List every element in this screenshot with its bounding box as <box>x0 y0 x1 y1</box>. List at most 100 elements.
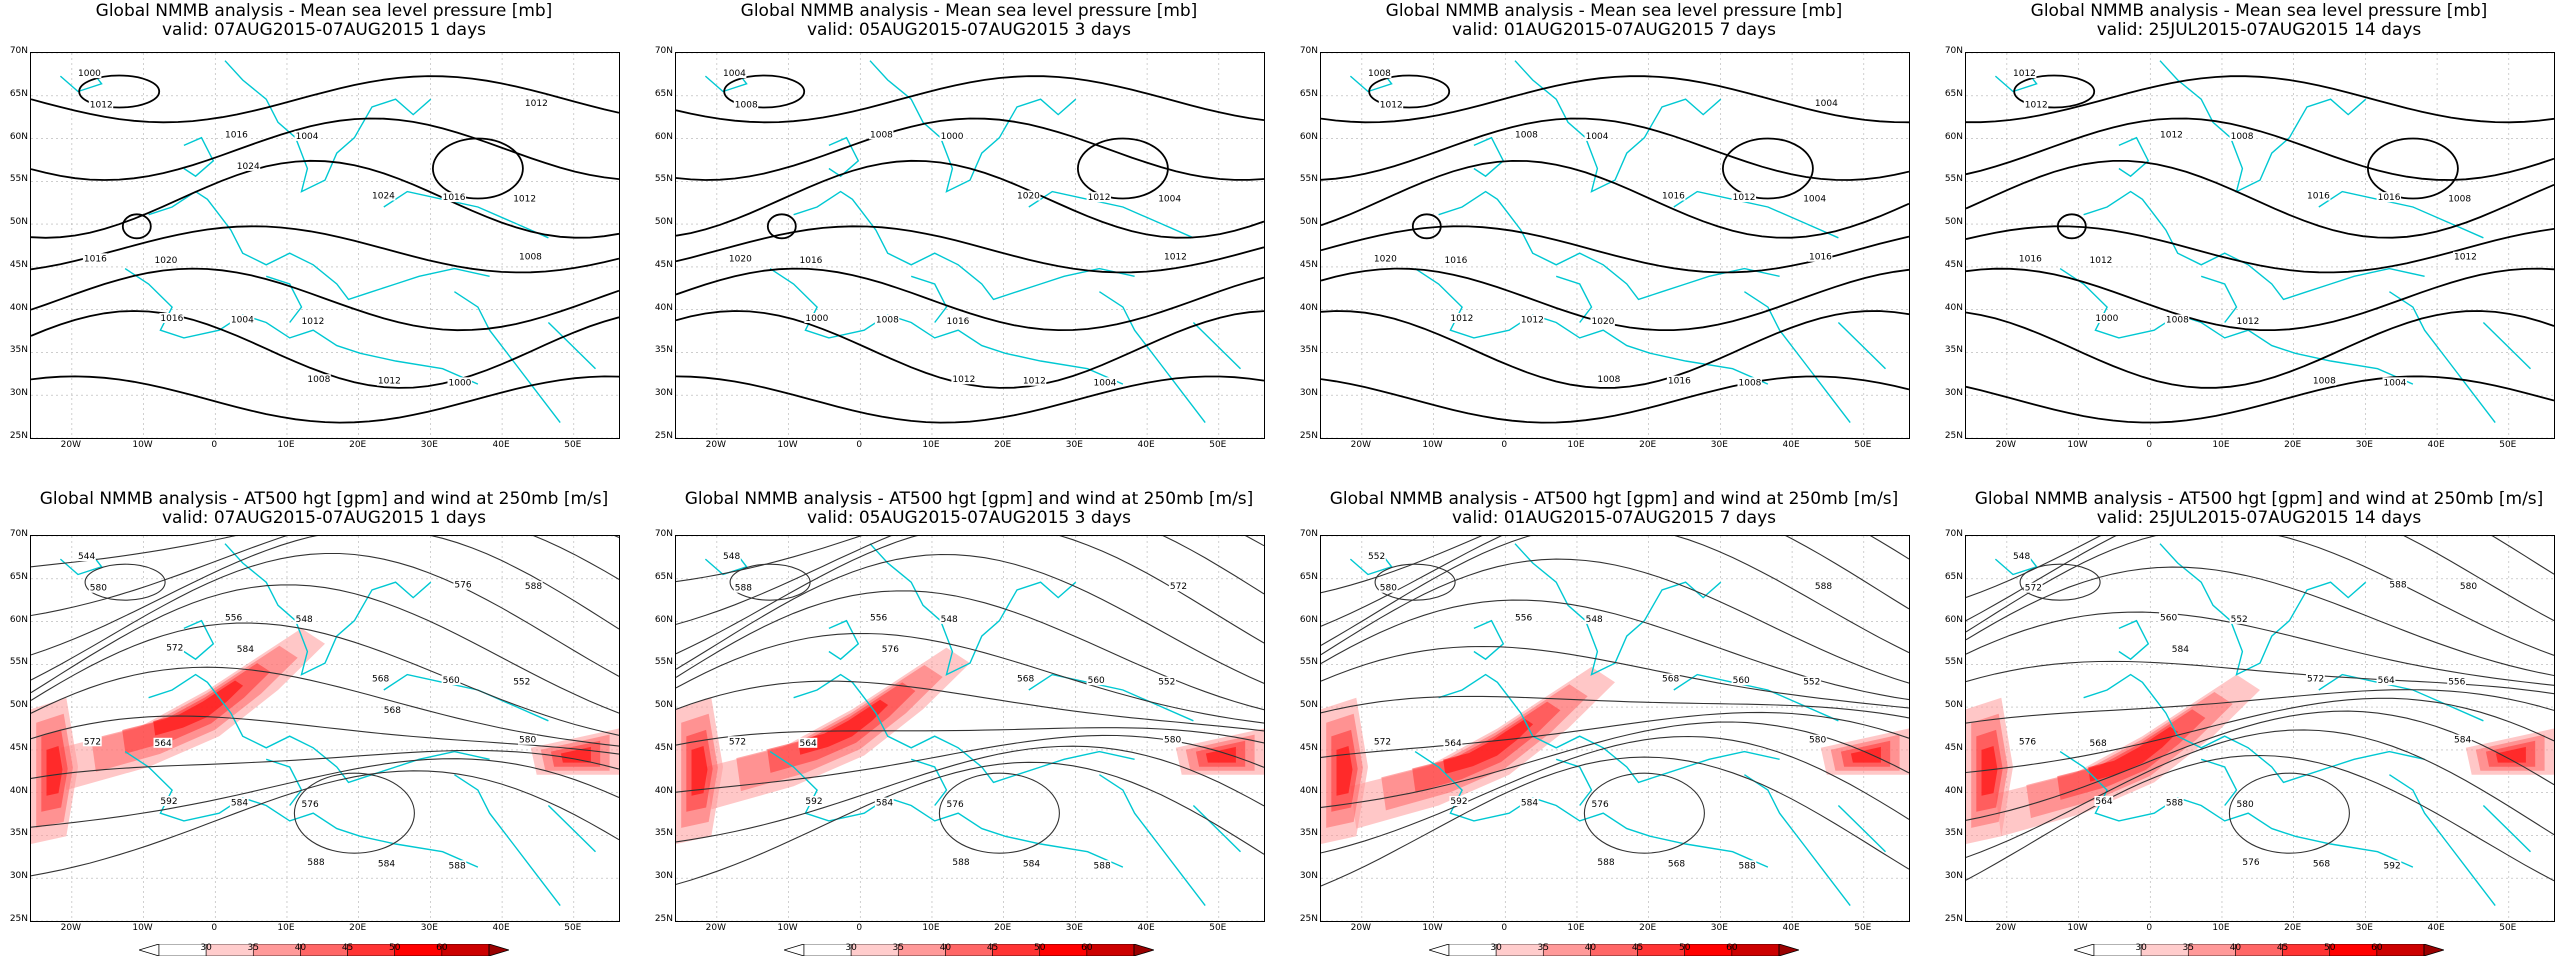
contour-line <box>1321 75 1909 124</box>
contour-label-bg <box>1163 251 1188 262</box>
contour-line <box>676 761 1264 885</box>
contour-label: 576 <box>1592 800 1609 810</box>
contour-label: 1008 <box>735 101 758 111</box>
panel-title: Global NMMB analysis - AT500 hgt [gpm] a… <box>1965 490 2553 528</box>
contour-label: 572 <box>729 737 746 747</box>
contour-label: 572 <box>166 643 183 653</box>
contour-label: 1012 <box>2237 317 2260 327</box>
lon-tick-label: 50E <box>564 440 582 450</box>
contour-label-bg <box>939 130 964 141</box>
contour-label: 1016 <box>1662 192 1685 202</box>
coastline <box>454 774 561 907</box>
panel-title-line2: valid: 25JUL2015-07AUG2015 14 days <box>2096 508 2422 528</box>
colorbar-tick-label: 50 <box>2323 943 2336 953</box>
contour-label-bg <box>2094 796 2114 806</box>
contour-label: 1012 <box>2160 130 2183 140</box>
coastline <box>910 758 948 806</box>
wind-colorbar <box>1427 941 1801 960</box>
contour-label-bg <box>224 612 243 623</box>
lon-tick-label: 20W <box>1995 440 2017 450</box>
colorbar-arrow-right <box>488 943 511 957</box>
lat-tick-label: 50N <box>1944 217 1963 228</box>
colorbar-arrow-right <box>1133 943 1156 957</box>
lon-tick-label: 30E <box>2355 440 2373 450</box>
lon-tick-label: 10W <box>132 440 153 450</box>
contour-label: 592 <box>805 797 822 807</box>
lat-tick-label: 60N <box>1299 131 1318 142</box>
coastline <box>1744 291 1851 424</box>
coastline <box>869 543 1077 676</box>
lat-tick-label: 35N <box>9 828 28 839</box>
panel-title-line1: Global NMMB analysis - AT500 hgt [gpm] a… <box>684 489 1254 509</box>
contour-line <box>676 225 1264 274</box>
lon-tick-label: 10E <box>922 440 940 450</box>
contour-label-bg <box>1590 316 1615 326</box>
contour-label-bg <box>1596 857 1616 868</box>
contour-label: 588 <box>307 858 324 868</box>
panel-title-line2: valid: 25JUL2015-07AUG2015 14 days <box>2096 20 2422 40</box>
contour-line <box>1966 160 2554 239</box>
contour-label-bg <box>804 313 829 323</box>
lon-tick-label: 50E <box>2499 923 2517 933</box>
contour-line <box>31 75 619 124</box>
contour-label-bg <box>874 314 900 325</box>
contour-label: 588 <box>1094 861 1111 871</box>
contour-label-bg <box>1731 192 1756 203</box>
contour-line <box>1966 710 2554 821</box>
contour-label: 1008 <box>1368 69 1391 79</box>
coastline <box>383 190 549 239</box>
contour-label: 572 <box>84 737 101 747</box>
contour-label-bg <box>951 857 971 868</box>
lat-tick-label: 25N <box>9 431 28 441</box>
lon-tick-label: 20W <box>1350 440 1372 450</box>
lon-tick-label: 40E <box>492 923 510 933</box>
panel-title-line1: Global NMMB analysis - Mean sea level pr… <box>740 1 1198 21</box>
wind-speed-region <box>1981 746 1998 796</box>
contour-label-bg <box>235 643 255 654</box>
contour-label-bg <box>2447 676 2466 687</box>
lat-tick-label: 35N <box>1944 828 1963 839</box>
contour-line <box>31 375 619 424</box>
contour-label-bg <box>1086 192 1111 203</box>
contour-line <box>31 666 619 747</box>
contour-label-bg <box>2311 858 2331 869</box>
contour-label-bg <box>1092 377 1117 388</box>
contour-ring <box>2019 563 2101 601</box>
lat-tick-label: 65N <box>654 571 673 582</box>
contour-label-bg <box>441 192 466 203</box>
contour-label: 560 <box>1088 676 1105 686</box>
contour-label: 556 <box>2448 678 2465 688</box>
contour-label-bg <box>2164 314 2190 325</box>
contour-label: 1016 <box>225 130 248 140</box>
contour-line <box>1321 536 1909 594</box>
map-area: 1000 1004 1012 1016 1016 1020 1024 1016 1012 1008… <box>30 52 620 439</box>
colorbar-arrow-left <box>782 943 805 957</box>
contour-label: 1020 <box>1374 254 1397 264</box>
coastline <box>869 60 1077 193</box>
contour-label-bg <box>77 68 102 79</box>
contour-label: 1012 <box>90 101 113 111</box>
lon-tick-label: 50E <box>1854 440 1872 450</box>
contour-label-bg <box>1021 858 1041 869</box>
contour-label: 1008 <box>2313 377 2336 387</box>
lat-tick-label: 30N <box>1299 871 1318 882</box>
contour-label-bg <box>376 375 402 386</box>
colorbar-tick-label: 35 <box>1537 943 1549 953</box>
contour-label-bg <box>2023 582 2043 593</box>
contour-label-bg <box>306 374 331 385</box>
lon-tick-label: 30E <box>1065 923 1083 933</box>
lat-tick-label: 70N <box>1944 529 1963 539</box>
contour-label: 1004 <box>231 316 254 326</box>
contour-ring <box>2228 772 2350 854</box>
contour-label: 564 <box>1445 739 1462 749</box>
contour-label-bg <box>153 737 173 748</box>
lat-tick-label: 40N <box>9 785 28 796</box>
contour-line <box>31 310 619 389</box>
contour-label: 1004 <box>1158 195 1181 205</box>
contour-label: 580 <box>519 736 536 746</box>
contour-label-bg <box>229 314 255 325</box>
contour-label-bg <box>1808 251 1833 262</box>
coastline <box>2200 758 2238 806</box>
contour-label-bg <box>2159 129 2184 140</box>
colorbar-tick-label: 60 <box>436 943 448 953</box>
